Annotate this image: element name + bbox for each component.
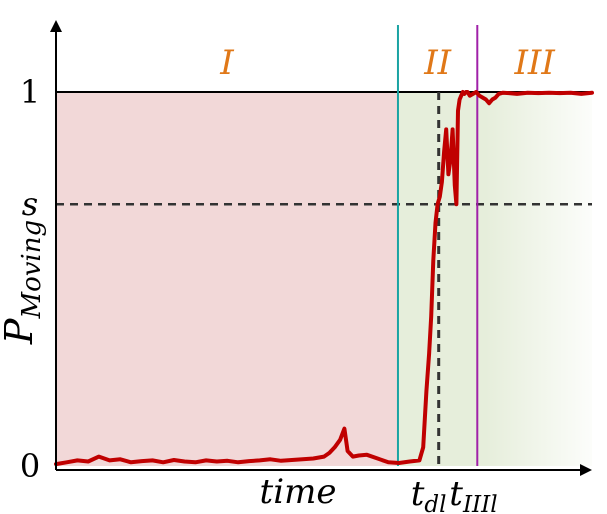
x-axis-label: time (260, 472, 337, 512)
y-tick-label-3: 1 (20, 73, 40, 111)
phase-label-2: II (423, 43, 451, 83)
phase-label-3: III (513, 43, 555, 83)
y-tick-label-2: s (22, 185, 38, 223)
axes (50, 20, 592, 476)
marker-label-1: tdl (411, 474, 447, 514)
marker-lines (396, 25, 479, 466)
y-axis-arrow (50, 20, 62, 32)
series (54, 90, 594, 467)
phase-label-1: I (219, 43, 234, 83)
phase-region-1 (56, 92, 398, 466)
x-axis-arrow (580, 464, 592, 476)
right-fade (485, 60, 607, 472)
series-line-1 (54, 90, 594, 467)
marker-label-3: tIIIl (449, 474, 497, 514)
y-tick-label-1: 0 (20, 447, 40, 485)
y-axis-label: PMoving (0, 220, 47, 345)
